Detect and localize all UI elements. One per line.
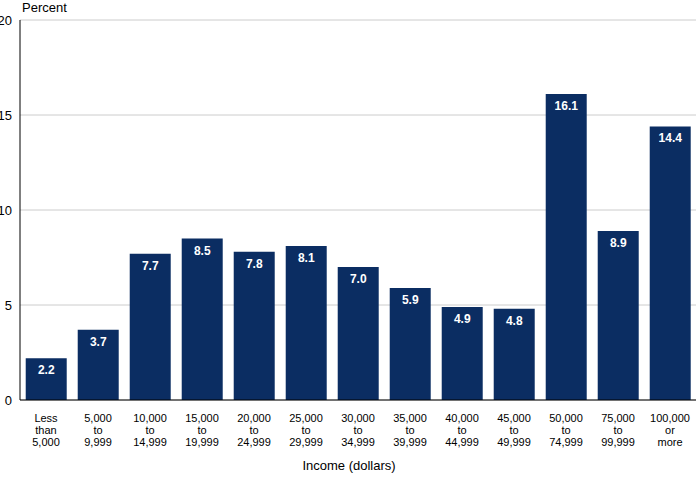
svg-text:35,000to39,999: 35,000to39,999 xyxy=(393,412,427,448)
svg-text:14.4: 14.4 xyxy=(659,131,683,145)
svg-text:15: 15 xyxy=(8,108,12,123)
svg-text:7.8: 7.8 xyxy=(246,257,263,271)
svg-text:8.1: 8.1 xyxy=(298,251,315,265)
svg-text:4.8: 4.8 xyxy=(506,314,523,328)
html-text:Income (dollars): Income (dollars) xyxy=(302,458,396,473)
svg-text:30,000to34,999: 30,000to34,999 xyxy=(341,412,375,448)
svg-text:8.5: 8.5 xyxy=(194,244,211,258)
svg-text:5: 5 xyxy=(8,298,12,313)
svg-text:100,000ormore: 100,000ormore xyxy=(650,412,690,448)
svg-text:10,000to14,999: 10,000to14,999 xyxy=(133,412,167,448)
svg-text:3.7: 3.7 xyxy=(90,335,107,349)
svg-text:15,000to19,999: 15,000to19,999 xyxy=(185,412,219,448)
svg-text:7.0: 7.0 xyxy=(350,272,367,286)
svg-text:75,000to99,999: 75,000to99,999 xyxy=(601,412,635,448)
svg-text:4.9: 4.9 xyxy=(454,312,471,326)
svg-text:8.9: 8.9 xyxy=(610,236,627,250)
svg-text:50,000to74,999: 50,000to74,999 xyxy=(549,412,583,448)
html-text:Percent: Percent xyxy=(22,0,67,15)
svg-text:7.7: 7.7 xyxy=(142,259,159,273)
svg-text:20: 20 xyxy=(8,13,12,28)
svg-text:5,000to9,999: 5,000to9,999 xyxy=(84,412,112,448)
svg-text:0: 0 xyxy=(8,393,12,408)
svg-text:40,000to44,999: 40,000to44,999 xyxy=(445,412,479,448)
svg-text:25,000to29,999: 25,000to29,999 xyxy=(289,412,323,448)
svg-text:Lessthan5,000: Lessthan5,000 xyxy=(32,412,60,448)
svg-text:5.9: 5.9 xyxy=(402,293,419,307)
svg-text:20,000to24,999: 20,000to24,999 xyxy=(237,412,271,448)
svg-text:16.1: 16.1 xyxy=(555,99,579,113)
svg-text:45,000to49,999: 45,000to49,999 xyxy=(497,412,531,448)
svg-text:10: 10 xyxy=(8,203,12,218)
svg-text:2.2: 2.2 xyxy=(38,363,55,377)
